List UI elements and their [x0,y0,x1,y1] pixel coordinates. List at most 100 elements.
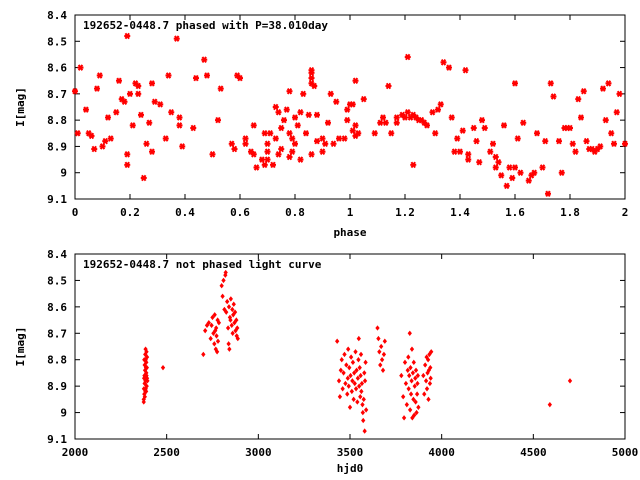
data-point [143,140,150,148]
data-point [346,383,351,389]
data-point [448,114,455,121]
data-point [327,90,334,98]
data-point [440,59,447,66]
data-point [124,32,131,40]
data-point [352,122,359,129]
data-point [223,269,228,276]
data-point [371,130,378,137]
data-point [142,394,147,400]
data-point [190,124,197,132]
data-point [176,114,183,121]
data-point [217,85,224,92]
data-point [465,151,472,158]
data-point [407,407,413,413]
data-point [215,116,221,124]
y-tick-label: 8.9 [47,140,67,153]
data-point [492,164,499,171]
data-point [250,122,257,129]
y-tick-label: 9 [60,407,67,420]
data-point [427,351,432,358]
data-point [402,359,408,366]
data-point [297,156,304,163]
data-point [382,338,387,344]
x-tick-label: 1 [347,206,354,219]
plot-frame [74,253,626,440]
data-point [407,330,412,336]
phased-light-curve-chart: 0 0.2 0.4 0.6 0.8 1 1.2 1.4 1.6 1.8 2 8.4 8.5 8.6 8.7 8… [14,9,628,239]
data-point [622,140,628,148]
data-point [415,380,420,387]
data-point [210,314,215,321]
data-point [278,124,285,132]
data-point [339,357,344,363]
data-point [353,386,359,392]
data-point [203,327,208,334]
data-point [408,391,414,397]
x-tick-label: 1.2 [395,206,415,219]
data-point [412,383,417,389]
data-point [144,359,149,366]
data-point [237,74,243,82]
data-point [145,378,150,384]
data-point [402,114,408,121]
data-point [319,148,326,155]
data-point [228,140,235,148]
data-point [429,109,436,116]
data-point [425,357,431,363]
data-point [353,349,358,355]
data-point [272,103,279,111]
data-point [355,375,361,381]
data-point [346,346,351,352]
data-point [410,161,417,169]
data-point [140,174,147,182]
data-point [242,140,249,148]
data-point [162,135,169,142]
x-tick-label: 4500 [520,446,547,459]
data-point [424,122,430,129]
unphased-light-curve-chart: 2000 2500 3000 3500 4000 4500 5000 8.4 8.5 8.6 8.7… [14,248,638,475]
data-point [459,127,466,134]
data-point [362,370,367,376]
data-point [446,64,452,71]
data-point [525,177,532,184]
data-point [144,372,149,379]
y-axis-label: I[mag] [14,327,27,367]
data-point [206,320,211,326]
data-point [611,140,617,148]
data-point [514,135,521,142]
data-point [230,306,235,313]
data-point [292,114,298,121]
data-point [286,87,293,95]
data-point [454,135,461,142]
data-point [435,106,441,113]
data-point [602,116,609,124]
data-point [377,119,384,127]
data-point [492,153,499,161]
data-points [72,32,628,197]
data-point [157,101,164,108]
data-point [72,87,78,95]
data-point [426,396,431,403]
data-point [506,164,513,171]
y-tick-label: 8.8 [47,114,67,127]
x-tick-label: 4000 [428,446,455,459]
data-point [229,322,234,329]
data-point [355,399,360,405]
data-point [165,72,172,79]
data-point [406,354,411,360]
data-point [360,401,365,408]
data-point [352,370,357,376]
data-point [407,372,412,379]
data-point [380,367,386,373]
data-point [228,317,233,323]
data-point [105,114,111,121]
data-point [221,277,226,284]
data-point [124,151,131,158]
data-point [286,130,293,137]
data-point [124,161,131,169]
x-tick-label: 2 [622,206,629,219]
data-point [314,137,320,145]
x-tick-label: 3500 [337,446,364,459]
data-point [359,380,365,387]
y-tick-label: 8.4 [47,9,67,22]
